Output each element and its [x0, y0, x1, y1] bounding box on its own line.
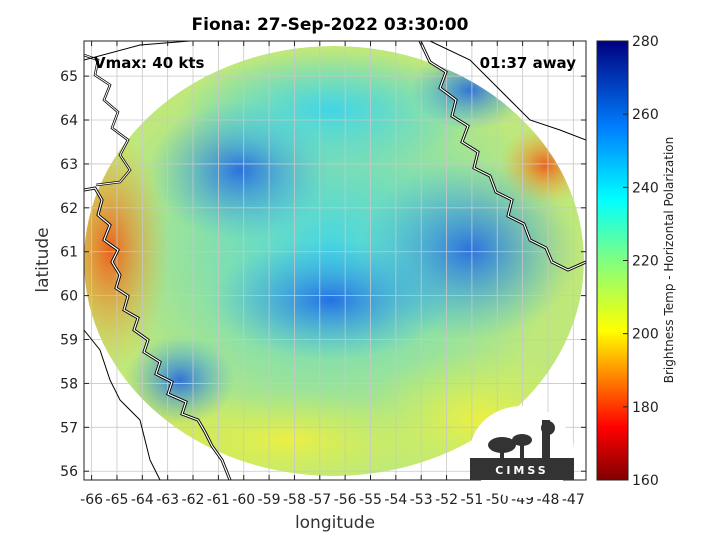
x-tick-label: -52 [435, 492, 458, 508]
x-tick-label: -62 [182, 492, 205, 508]
y-axis-label: latitude [33, 227, 53, 292]
colorbar-tick-label: 240 [632, 180, 659, 196]
colorbar [596, 40, 629, 481]
x-tick-label: -56 [334, 492, 357, 508]
y-tick-label: 57 [60, 420, 78, 436]
labrador-interior [84, 329, 161, 480]
x-tick-label: -63 [156, 492, 179, 508]
colorbar-ticks: 160 180 200 220 240 260 280 [623, 34, 659, 489]
y-tick-label: 64 [60, 113, 78, 129]
x-tick-label: -47 [562, 492, 585, 508]
colorbar-label: Brightness Temp - Horizontal Polarizatio… [662, 137, 676, 384]
x-tick-label: -55 [359, 492, 382, 508]
colorbar-tick-label: 280 [632, 34, 659, 50]
y-tick-label: 65 [60, 69, 78, 85]
x-tick-label: -59 [258, 492, 281, 508]
colorbar-tick-label: 260 [632, 107, 659, 123]
x-tick-label: -48 [537, 492, 560, 508]
x-tick-label: -51 [460, 492, 483, 508]
coastlines [84, 41, 586, 480]
y-tick-label: 59 [60, 333, 78, 349]
colorbar-tick-label: 220 [632, 254, 659, 270]
greenland-interior-edge [429, 41, 586, 141]
colorbar-tick-label: 160 [632, 473, 659, 489]
x-tick-label: -57 [308, 492, 331, 508]
y-axis-ticks: 56 57 58 59 60 61 62 63 64 65 [60, 69, 586, 480]
figure-title: Fiona: 27-Sep-2022 03:30:00 [192, 15, 469, 35]
x-tick-label: -64 [131, 492, 154, 508]
axes-frame [83, 40, 587, 481]
y-tick-label: 61 [60, 245, 78, 261]
y-tick-label: 63 [60, 157, 78, 173]
colorbar-tick-label: 200 [632, 327, 659, 343]
x-tick-label: -58 [283, 492, 306, 508]
y-tick-label: 60 [60, 289, 78, 305]
y-tick-label: 58 [60, 376, 78, 392]
y-tick-label: 56 [60, 464, 78, 480]
x-tick-label: -60 [232, 492, 255, 508]
x-tick-label: -50 [486, 492, 509, 508]
x-tick-label: -61 [207, 492, 230, 508]
x-tick-label: -66 [80, 492, 103, 508]
baffin-island-outline [84, 41, 191, 61]
x-tick-label: -65 [106, 492, 129, 508]
y-tick-label: 62 [60, 201, 78, 217]
time-away-readout: 01:37 away [480, 54, 577, 72]
logo-label: CIMSS [495, 464, 548, 477]
colorbar-tick-label: 180 [632, 400, 659, 416]
x-tick-label: -54 [384, 492, 407, 508]
vmax-readout: Vmax: 40 kts [94, 54, 204, 72]
x-axis-label: longitude [295, 513, 375, 533]
x-tick-label: -53 [410, 492, 433, 508]
cimss-logo: CIMSS [470, 406, 574, 498]
